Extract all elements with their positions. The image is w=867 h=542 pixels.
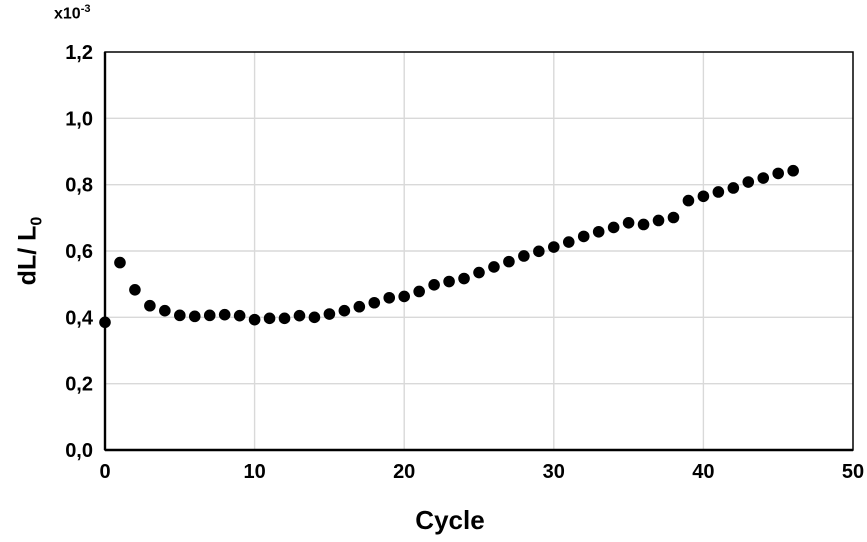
data-point	[383, 291, 396, 304]
data-point	[278, 312, 291, 325]
data-point	[338, 304, 351, 317]
data-point	[114, 256, 126, 269]
y-tick-label: 0,0	[65, 440, 93, 462]
multiplier-exponent: -3	[80, 3, 91, 15]
data-point	[742, 176, 755, 188]
data-point	[473, 266, 485, 279]
y-tick-label: 0,2	[65, 374, 93, 396]
data-point	[667, 211, 680, 224]
x-tick-label: 30	[543, 461, 565, 483]
data-point	[697, 190, 710, 203]
y-tick-label: 1,2	[65, 42, 93, 64]
x-tick-label: 40	[692, 461, 714, 483]
data-point	[592, 225, 605, 238]
y-axis-multiplier-label: x10-3	[54, 3, 90, 23]
data-point	[233, 309, 246, 322]
data-point	[129, 284, 141, 296]
data-point	[458, 272, 470, 285]
x-axis-title: Cycle	[415, 505, 485, 535]
data-point	[607, 221, 620, 234]
data-point	[248, 313, 261, 326]
data-point	[757, 172, 770, 184]
y-tick-label: 0,6	[65, 241, 93, 263]
data-point	[637, 218, 650, 231]
data-point	[503, 255, 515, 268]
data-point	[562, 236, 575, 248]
y-tick-label: 1,0	[65, 108, 93, 130]
data-point	[99, 316, 111, 329]
data-point	[218, 308, 231, 321]
data-point	[203, 309, 216, 322]
y-tick-label: 0,4	[65, 307, 94, 329]
data-point	[577, 230, 590, 243]
x-tick-label: 20	[393, 461, 415, 483]
data-point	[772, 167, 784, 180]
data-point	[293, 309, 306, 322]
data-point	[263, 312, 276, 325]
data-point	[533, 245, 545, 258]
data-point	[188, 310, 201, 323]
data-point	[488, 261, 500, 273]
data-point	[518, 250, 530, 262]
data-point	[622, 217, 635, 229]
x-tick-label: 10	[243, 461, 265, 483]
data-point	[174, 309, 186, 322]
multiplier-base: x10	[54, 5, 81, 23]
data-point	[548, 241, 560, 253]
data-point	[652, 214, 665, 227]
data-point	[712, 186, 725, 198]
data-point	[428, 279, 440, 291]
x-tick-label: 50	[842, 461, 864, 483]
data-point	[682, 194, 695, 207]
data-point	[144, 299, 156, 312]
x-tick-label: 0	[99, 461, 110, 483]
data-point	[353, 300, 366, 313]
data-point	[308, 311, 321, 324]
data-point	[413, 285, 425, 298]
data-point	[368, 296, 381, 309]
data-point	[727, 182, 740, 194]
data-point	[323, 308, 336, 320]
data-point	[787, 164, 799, 177]
y-tick-label: 0,8	[65, 175, 93, 197]
data-point	[443, 275, 455, 288]
data-point	[159, 304, 171, 317]
data-point	[398, 290, 411, 303]
